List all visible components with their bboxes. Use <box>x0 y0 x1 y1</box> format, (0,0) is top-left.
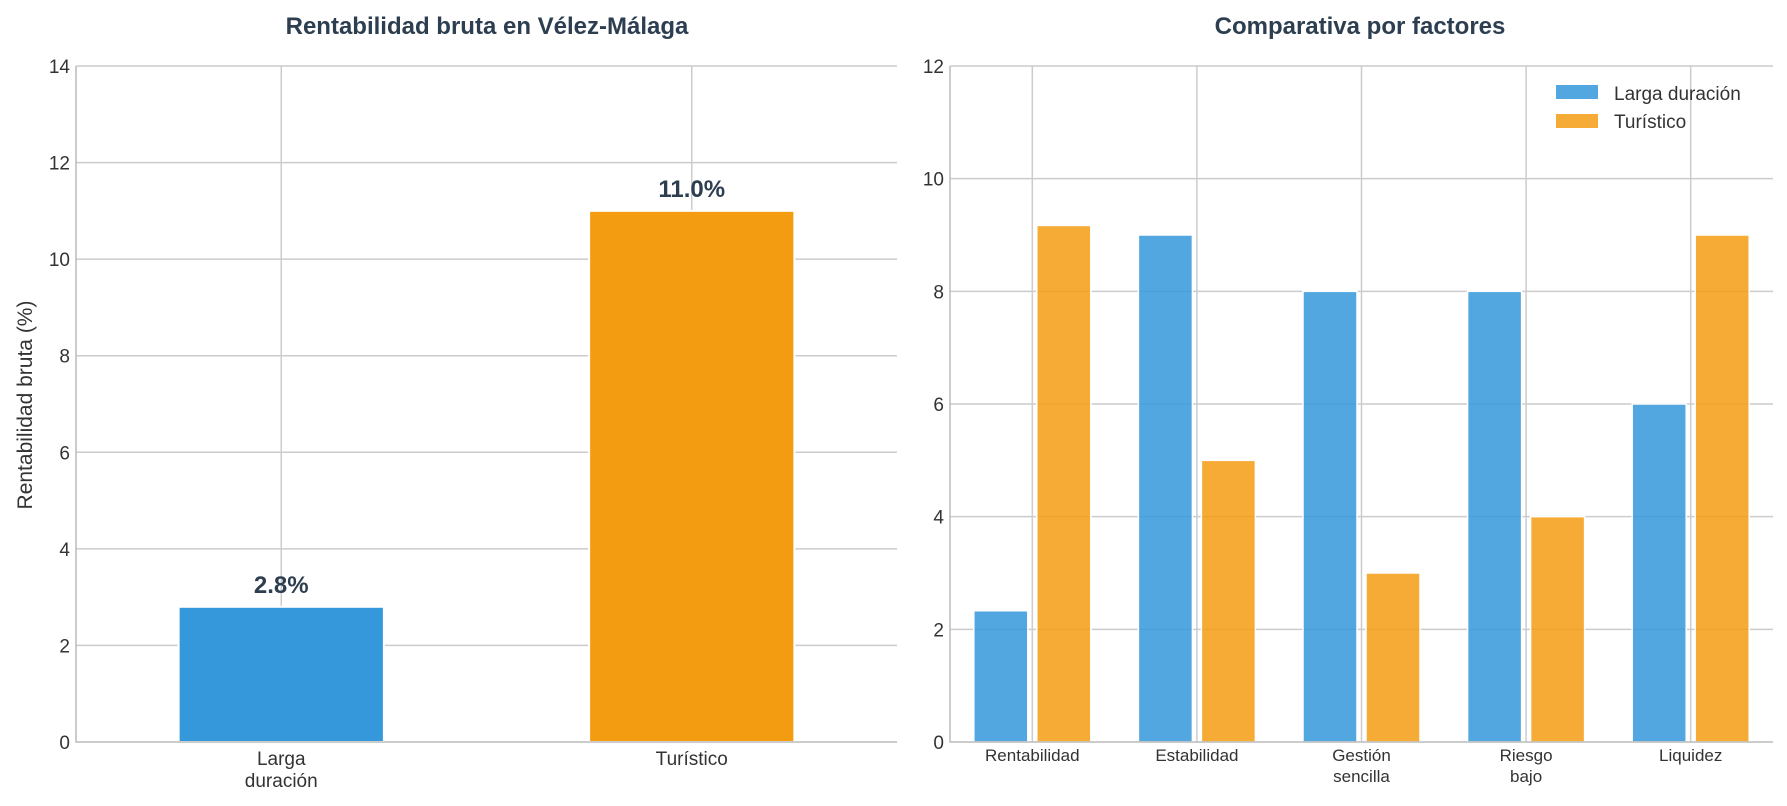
right-bar-turistico-gestion-sencilla <box>1365 572 1421 743</box>
right-bar-turistico-liquidez <box>1694 234 1750 743</box>
legend-swatch-turistico <box>1556 114 1598 128</box>
left-y-tick-label: 12 <box>49 154 70 175</box>
left-y-tick-label: 6 <box>59 443 70 464</box>
left-x-tick-label: Turístico <box>656 749 728 770</box>
left-y-tick-label: 2 <box>59 636 70 657</box>
left-axes-spine <box>75 66 897 743</box>
right-bar-larga-duracion-riesgo-bajo <box>1466 290 1523 743</box>
right-x-tick-label: Gestión <box>1332 746 1391 765</box>
left-y-tick-label: 4 <box>59 540 70 561</box>
left-y-tick-label: 14 <box>49 57 71 78</box>
right-bar-larga-duracion-liquidez <box>1631 403 1687 743</box>
right-y-tick-label: 10 <box>923 170 944 191</box>
right-bar-turistico-rentabilidad <box>1036 224 1092 743</box>
right-y-tick-label: 12 <box>923 57 944 78</box>
left-x-tick-label: Larga <box>257 749 306 770</box>
right-bar-turistico-estabilidad <box>1200 459 1257 743</box>
legend-swatch-larga-duracion <box>1556 85 1598 99</box>
right-bar-larga-duracion-gestion-sencilla <box>1302 290 1358 743</box>
left-data-label-turistico: 11.0% <box>658 176 725 203</box>
right-x-tick-label: sencilla <box>1333 767 1390 786</box>
legend-label-turistico: Turístico <box>1614 112 1686 133</box>
left-y-tick-label: 0 <box>59 733 70 754</box>
left-bar-larga-duracion <box>177 605 385 743</box>
right-chart-legend: Larga duración Turístico <box>1556 84 1741 133</box>
right-y-tick-label: 0 <box>933 733 944 754</box>
legend-label-larga-duracion: Larga duración <box>1614 84 1741 105</box>
right-axes-spine <box>949 66 1773 743</box>
right-y-tick-label: 8 <box>933 282 944 303</box>
left-bar-turistico <box>588 209 796 744</box>
left-chart-title: Rentabilidad bruta en Vélez-Málaga <box>286 13 689 40</box>
right-x-tick-label: bajo <box>1510 767 1542 786</box>
right-x-tick-label: Liquidez <box>1659 746 1722 765</box>
right-bar-larga-duracion-rentabilidad <box>973 609 1029 743</box>
left-data-label-larga-duracion: 2.8% <box>254 572 309 599</box>
left-y-tick-label: 8 <box>59 347 70 368</box>
right-x-tick-label: Rentabilidad <box>985 746 1080 765</box>
left-x-tick-label: duración <box>245 771 318 792</box>
right-chart-title: Comparativa por factores <box>1215 13 1506 40</box>
right-y-tick-label: 2 <box>933 620 944 641</box>
right-y-tick-label: 4 <box>933 508 944 529</box>
right-bar-larga-duracion-estabilidad <box>1137 234 1194 743</box>
right-bar-turistico-riesgo-bajo <box>1529 515 1586 743</box>
left-y-tick-label: 10 <box>49 250 70 271</box>
right-y-tick-label: 6 <box>933 395 944 416</box>
right-x-tick-label: Estabilidad <box>1155 746 1238 765</box>
right-x-tick-label: Riesgo <box>1500 746 1553 765</box>
left-chart-y-axis-label: Rentabilidad bruta (%) <box>14 301 37 510</box>
